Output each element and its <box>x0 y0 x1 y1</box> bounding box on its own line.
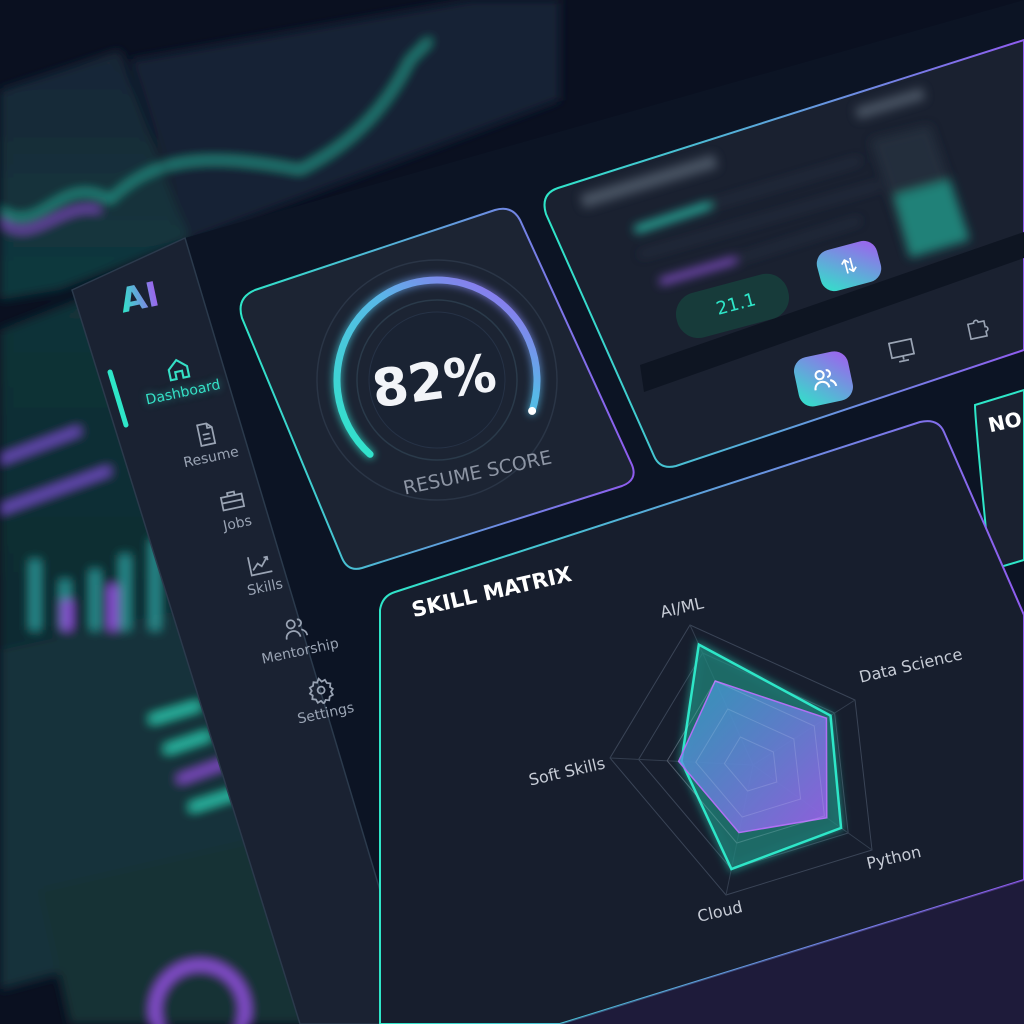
swap-vertical-icon: ⇅ <box>837 252 861 280</box>
puzzle-icon <box>966 319 989 341</box>
skill-radar-chart <box>609 624 873 896</box>
tab-users[interactable] <box>803 359 845 400</box>
tab-monitor[interactable] <box>881 331 923 372</box>
sidebar-item-settings[interactable]: Settings <box>290 671 356 727</box>
radar-series-2 <box>677 680 828 834</box>
sidebar-item-resume[interactable]: Resume <box>176 415 240 471</box>
app-logo: AI <box>116 274 163 322</box>
users-icon <box>814 369 838 391</box>
home-icon <box>167 358 191 382</box>
document-icon <box>196 422 217 447</box>
briefcase-icon <box>220 490 246 512</box>
users-icon <box>285 618 309 640</box>
gauge-end-dot <box>528 406 537 415</box>
sidebar-item-mentorship[interactable]: Mentorship <box>254 606 340 668</box>
radar-ring-inner <box>666 680 825 844</box>
radar-ring-inner <box>695 708 802 818</box>
trend-chart-icon <box>247 555 273 577</box>
sidebar-item-dashboard[interactable]: Dashboard <box>138 348 222 408</box>
sidebar-item-jobs[interactable]: Jobs <box>216 484 253 534</box>
radar-ring-inner <box>723 736 778 792</box>
gear-icon <box>308 677 334 706</box>
monitor-icon <box>887 337 916 363</box>
radar-ring <box>609 624 873 896</box>
score-gauge-arc-core <box>333 276 541 458</box>
sidebar-item-skills[interactable]: Skills <box>240 547 284 599</box>
tab-puzzle[interactable] <box>957 307 999 348</box>
